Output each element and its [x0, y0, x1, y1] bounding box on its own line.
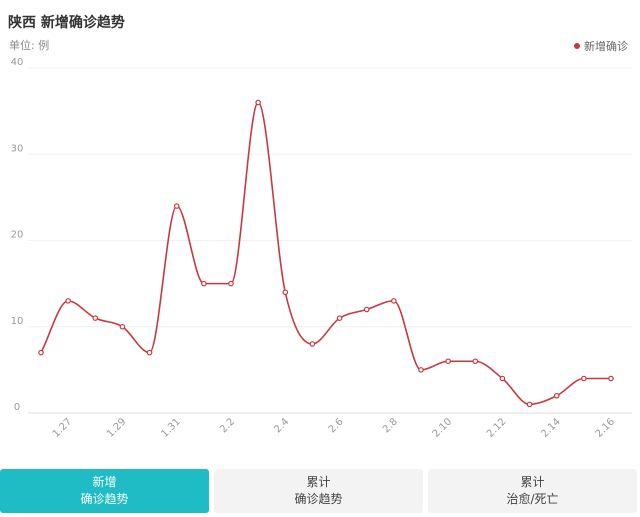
x-tick-label: 2.14: [539, 416, 563, 440]
series-lines: [40, 101, 611, 406]
data-point[interactable]: [581, 375, 587, 382]
y-axis: 0 10 20 30 40: [11, 57, 24, 413]
x-tick-label: 2.6: [327, 416, 346, 435]
x-tick-label: 2.4: [272, 416, 291, 435]
y-tick-label: 30: [11, 143, 24, 154]
x-tick-label: 2.12: [485, 416, 509, 440]
tab-total-cured-dead[interactable]: 累计 治愈/死亡: [428, 469, 637, 513]
data-point[interactable]: [65, 298, 71, 304]
tab-label-line1: 累计: [520, 475, 545, 489]
chart-tabs: 新增 确诊趋势 累计 确诊趋势 累计 治愈/死亡: [0, 469, 640, 513]
data-point[interactable]: [472, 358, 479, 365]
tab-label-line1: 累计: [306, 475, 331, 489]
tab-label-line2: 治愈/死亡: [506, 492, 559, 506]
y-tick-label: 20: [11, 230, 24, 241]
x-tick-label: 1.27: [51, 416, 75, 440]
tab-new-confirmed-trend[interactable]: 新增 确诊趋势: [0, 469, 209, 513]
data-point[interactable]: [391, 298, 397, 304]
data-point[interactable]: [499, 375, 506, 382]
data-point[interactable]: [173, 203, 180, 209]
data-point[interactable]: [38, 349, 44, 356]
data-point[interactable]: [255, 99, 261, 106]
line-chart: 0 10 20 30 40 1.27 1.29 1.31 2.2 2.4 2.6 2.8 2.10 2.…: [11, 57, 632, 440]
data-point[interactable]: [526, 401, 533, 408]
x-tick-label: 2.10: [431, 416, 455, 440]
data-point[interactable]: [119, 323, 126, 330]
x-tick-label: 1.29: [105, 416, 129, 440]
data-point[interactable]: [282, 289, 289, 296]
data-point[interactable]: [608, 375, 614, 382]
data-point[interactable]: [336, 315, 343, 321]
legend-label: 新增确诊: [584, 40, 628, 53]
x-axis: 1.27 1.29 1.31 2.2 2.4 2.6 2.8 2.10 2.12 2.14 2.16: [51, 416, 617, 440]
x-tick-label: 2.8: [381, 416, 400, 435]
chart-unit: 单位: 例: [9, 39, 50, 52]
chart-title: 陕西 新增确诊趋势: [8, 15, 125, 31]
data-point[interactable]: [146, 349, 153, 356]
data-point[interactable]: [445, 358, 451, 365]
x-tick-label: 2.2: [218, 416, 237, 435]
data-point[interactable]: [309, 341, 316, 347]
data-point[interactable]: [363, 306, 370, 313]
y-tick-label: 40: [11, 57, 24, 68]
x-tick-label: 2.16: [594, 416, 618, 440]
legend-marker: [574, 43, 580, 49]
y-tick-label: 10: [11, 316, 24, 327]
tab-label-line2: 确诊趋势: [80, 492, 129, 506]
chart-card: 0 10 20 30 40 1.27 1.29 1.31 2.2 2.4 2.6 2.8 2.10 2.…: [8, 15, 632, 440]
series-line: [40, 101, 611, 406]
tab-label-line1: 新增: [92, 475, 117, 489]
data-point[interactable]: [418, 367, 424, 373]
data-point[interactable]: [228, 280, 234, 287]
data-point[interactable]: [201, 280, 207, 287]
tab-total-confirmed-trend[interactable]: 累计 确诊趋势: [214, 469, 423, 513]
chart-legend[interactable]: 新增确诊: [574, 38, 628, 54]
series-points: [38, 99, 614, 408]
grid-lines: [28, 67, 632, 414]
y-tick-label: 0: [14, 402, 20, 413]
tab-label-line2: 确诊趋势: [294, 492, 343, 506]
x-tick-label: 1.31: [159, 416, 183, 440]
data-point[interactable]: [553, 392, 560, 399]
data-point[interactable]: [92, 315, 99, 321]
